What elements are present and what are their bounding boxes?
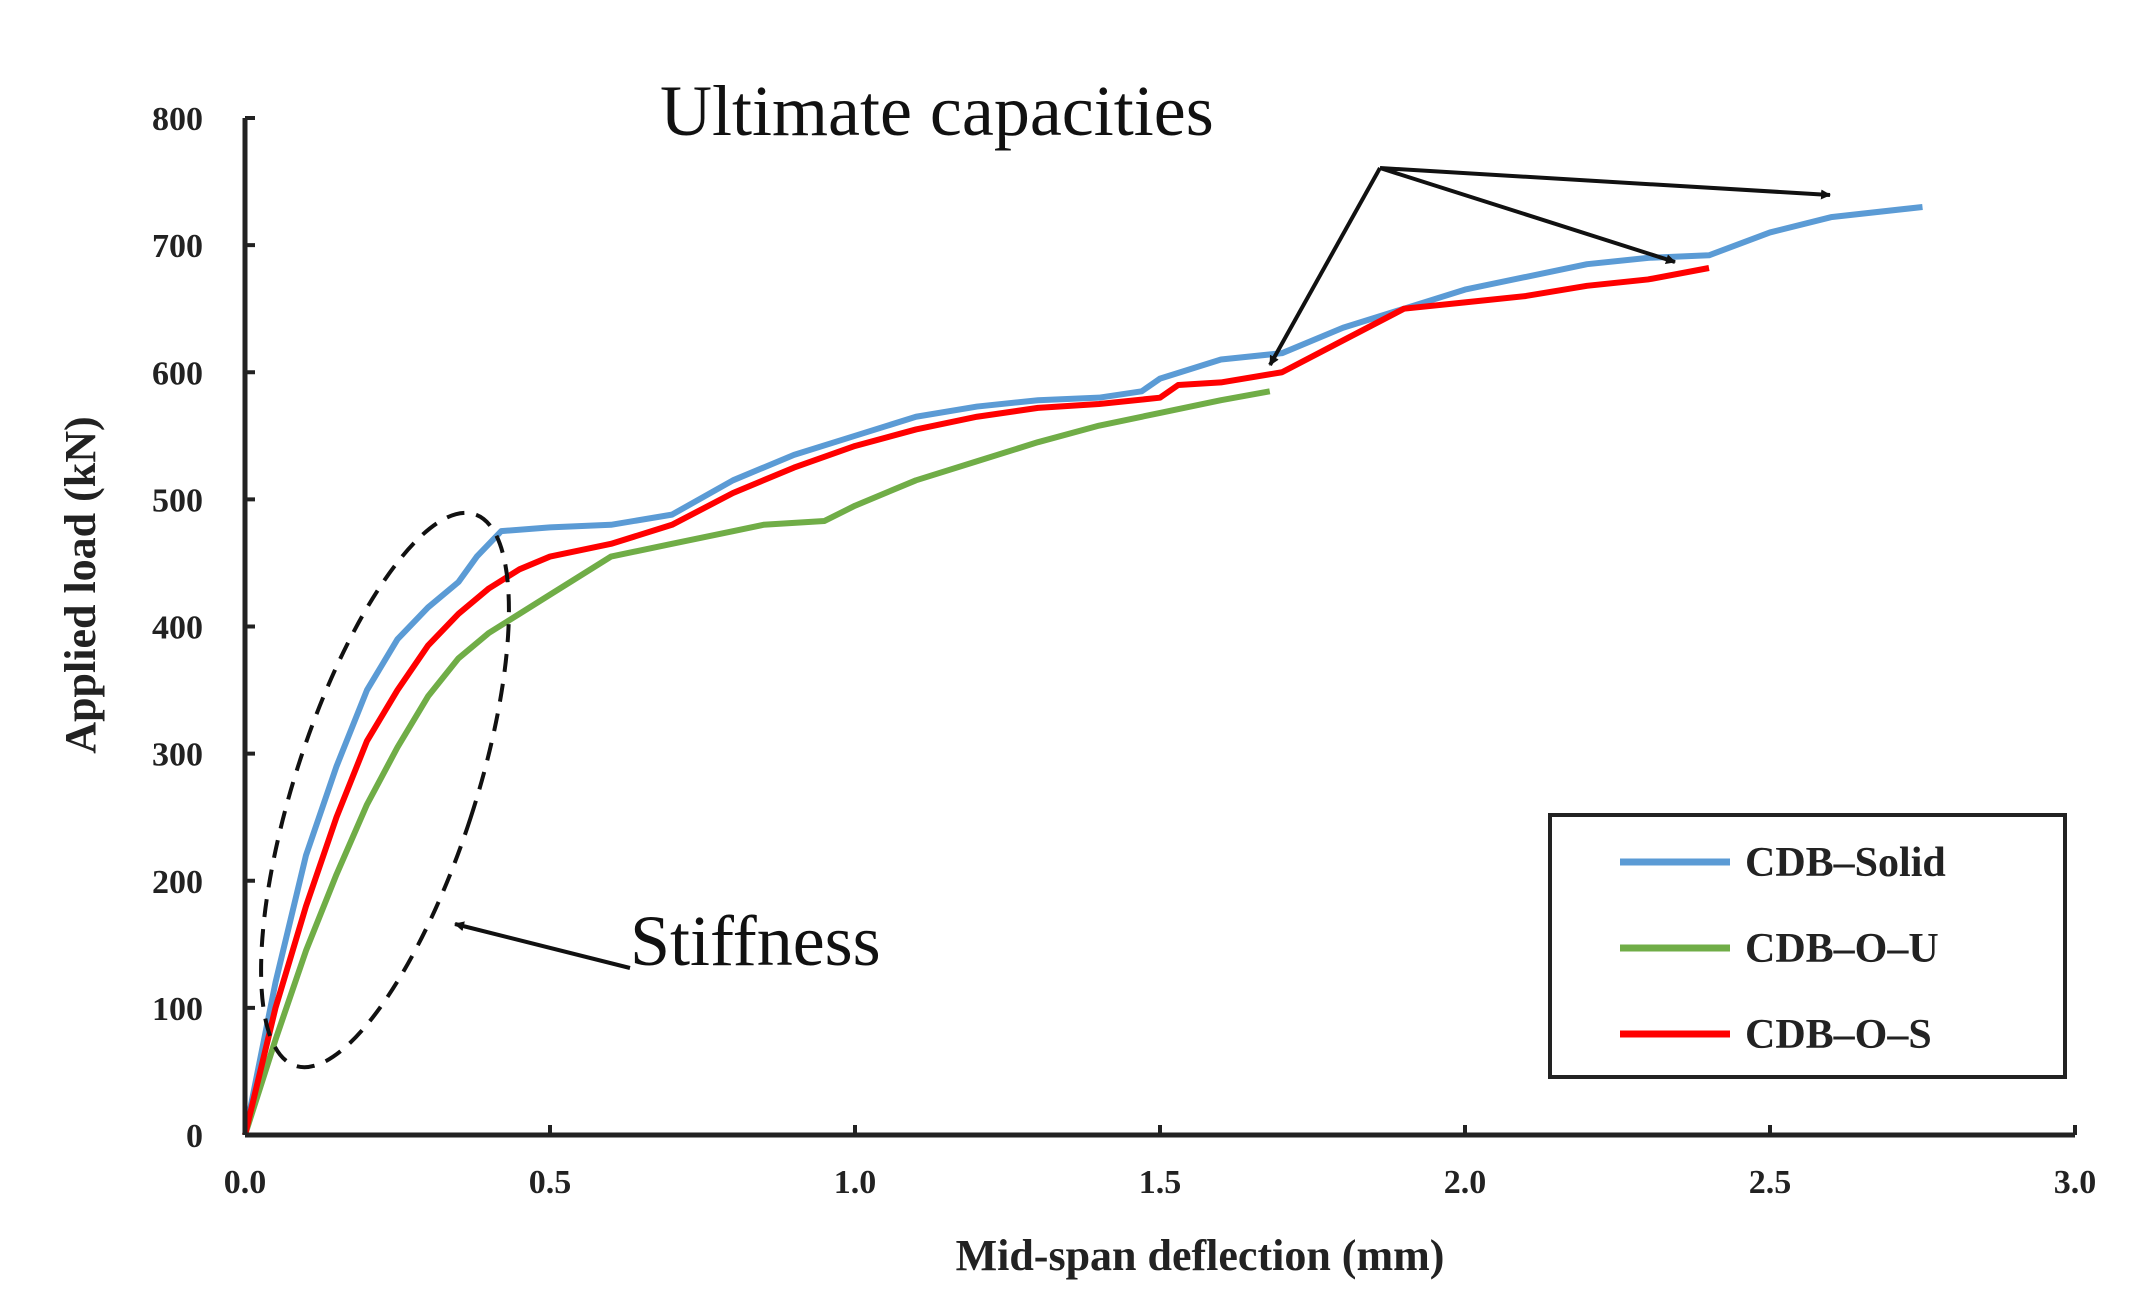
legend-label-cdb-o-u: CDB–O–U: [1745, 926, 1939, 972]
arrow-ultimate-3: [1379, 166, 1831, 200]
y-axis-title: Applied load (kN): [56, 416, 105, 753]
x-tick-label: 3.0: [2054, 1164, 2097, 1201]
series-line-cdb-o-u: [242, 388, 1271, 1136]
y-tick-label: 400: [152, 610, 203, 647]
x-axis-title: Mid-span deflection (mm): [956, 1231, 1445, 1280]
x-tick-label: 0.0: [224, 1164, 267, 1201]
arrow-stiffness: [454, 921, 631, 970]
ultimate-arrows: [1268, 166, 1831, 366]
legend-label-cdb-solid: CDB–Solid: [1745, 840, 1946, 886]
x-axis-ticks: 0.0 0.5 1.0 1.5 2.0 2.5 3.0: [224, 1125, 2097, 1201]
arrow-ultimate-2: [1379, 166, 1676, 265]
annotation-stiffness: Stiffness: [630, 901, 881, 981]
y-axis-ticks: 0 100 200 300 400 500 600 700 800: [152, 101, 255, 1155]
x-tick-label: 2.0: [1444, 1164, 1487, 1201]
x-tick-label: 0.5: [529, 1164, 572, 1201]
y-tick-label: 0: [186, 1118, 203, 1155]
annotation-ultimate-capacities: Ultimate capacities: [660, 71, 1214, 151]
series-layer: [242, 204, 1923, 1136]
x-tick-label: 1.5: [1139, 1164, 1182, 1201]
stiffness-ellipse: [259, 510, 511, 1070]
y-tick-label: 800: [152, 101, 203, 138]
series-line-cdb-o-s: [242, 265, 1710, 1136]
y-tick-label: 100: [152, 991, 203, 1028]
y-tick-label: 700: [152, 228, 203, 265]
y-tick-label: 500: [152, 482, 203, 519]
x-tick-label: 1.0: [834, 1164, 877, 1201]
legend: CDB–Solid CDB–O–U CDB–O–S: [1548, 813, 2067, 1079]
y-tick-label: 200: [152, 864, 203, 901]
arrow-ultimate-1: [1268, 167, 1382, 366]
y-tick-label: 300: [152, 737, 203, 774]
series-line-cdb-solid: [242, 204, 1923, 1136]
x-tick-label: 2.5: [1749, 1164, 1792, 1201]
y-tick-label: 600: [152, 355, 203, 392]
legend-label-cdb-o-s: CDB–O–S: [1745, 1012, 1932, 1058]
